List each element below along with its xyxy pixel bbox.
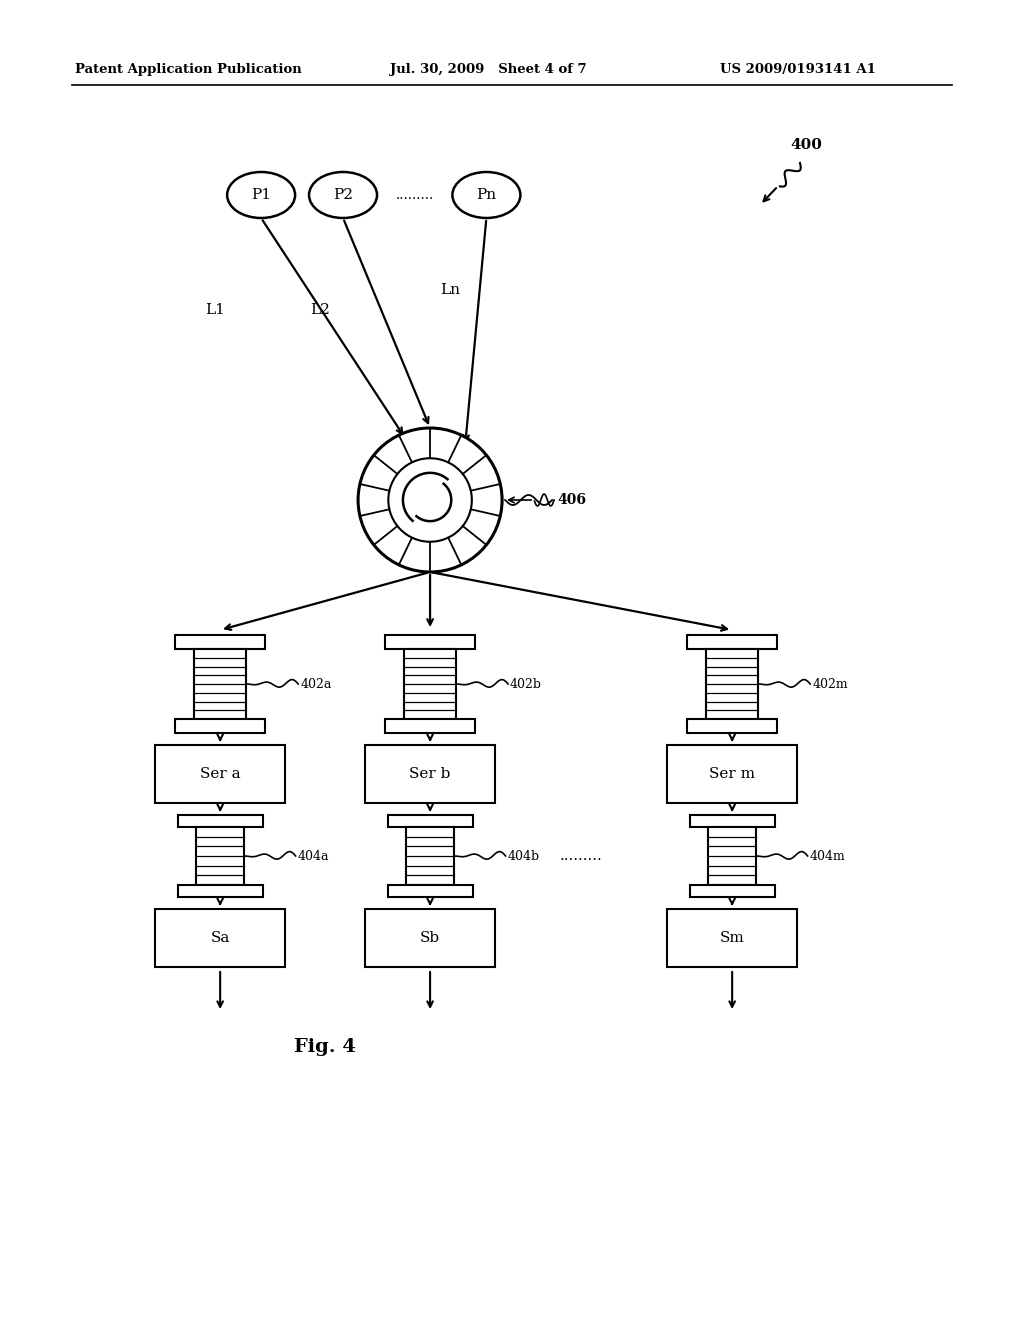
Bar xyxy=(175,719,265,733)
Bar xyxy=(687,719,777,733)
Text: L2: L2 xyxy=(310,304,330,317)
Text: Jul. 30, 2009   Sheet 4 of 7: Jul. 30, 2009 Sheet 4 of 7 xyxy=(390,63,587,77)
Text: Sm: Sm xyxy=(720,931,744,945)
Bar xyxy=(689,884,775,898)
Text: 402a: 402a xyxy=(300,677,332,690)
Bar xyxy=(387,814,473,828)
Bar xyxy=(177,814,263,828)
Text: 406: 406 xyxy=(557,492,586,507)
Bar xyxy=(156,744,285,803)
Bar xyxy=(385,635,475,649)
Text: P2: P2 xyxy=(333,187,353,202)
Bar xyxy=(366,744,495,803)
Bar xyxy=(707,649,758,719)
Bar xyxy=(156,909,285,968)
Text: Fig. 4: Fig. 4 xyxy=(294,1038,356,1056)
Bar xyxy=(366,909,495,968)
Bar xyxy=(407,828,454,884)
Bar xyxy=(175,635,265,649)
Ellipse shape xyxy=(227,172,295,218)
Text: Ser m: Ser m xyxy=(710,767,755,781)
Text: Ser a: Ser a xyxy=(200,767,241,781)
Text: Sb: Sb xyxy=(420,931,440,945)
Text: L1: L1 xyxy=(205,304,225,317)
Text: 404b: 404b xyxy=(508,850,540,862)
Bar xyxy=(668,909,797,968)
Ellipse shape xyxy=(453,172,520,218)
Bar xyxy=(195,649,246,719)
Bar xyxy=(385,719,475,733)
Text: Ln: Ln xyxy=(440,282,460,297)
Bar xyxy=(387,884,473,898)
Ellipse shape xyxy=(309,172,377,218)
Text: 404a: 404a xyxy=(298,850,329,862)
Bar xyxy=(689,814,775,828)
Text: 404m: 404m xyxy=(810,850,846,862)
Circle shape xyxy=(358,428,502,572)
Text: 402m: 402m xyxy=(812,677,848,690)
Bar xyxy=(197,828,244,884)
Text: US 2009/0193141 A1: US 2009/0193141 A1 xyxy=(720,63,876,77)
Text: .........: ......... xyxy=(560,849,602,863)
Text: .........: ......... xyxy=(395,187,434,202)
Text: Sa: Sa xyxy=(211,931,229,945)
Text: Pn: Pn xyxy=(476,187,497,202)
Text: 402b: 402b xyxy=(510,677,542,690)
Text: Ser b: Ser b xyxy=(410,767,451,781)
Text: 400: 400 xyxy=(790,139,822,152)
Bar xyxy=(404,649,456,719)
Bar xyxy=(668,744,797,803)
Text: P1: P1 xyxy=(251,187,271,202)
Text: Patent Application Publication: Patent Application Publication xyxy=(75,63,302,77)
Bar xyxy=(687,635,777,649)
Bar xyxy=(709,828,756,884)
Bar xyxy=(177,884,263,898)
